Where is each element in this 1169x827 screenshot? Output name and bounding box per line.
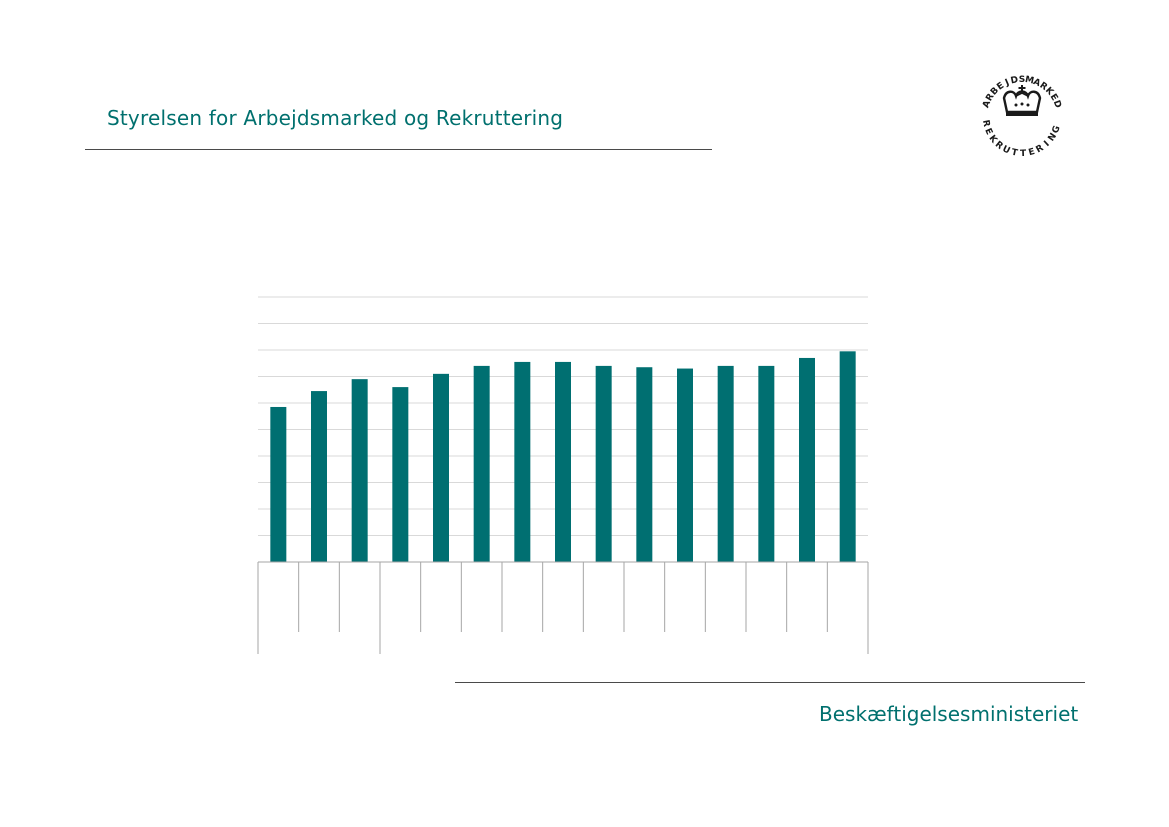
footer-ministry-name: Beskæftigelsesministeriet: [819, 702, 1079, 726]
svg-text:R: R: [980, 119, 991, 128]
footer-divider: [455, 682, 1085, 683]
header-title: Styrelsen for Arbejdsmarked og Rekrutter…: [107, 106, 564, 130]
crown-icon: [1002, 85, 1042, 116]
svg-text:I: I: [1042, 139, 1051, 149]
bar: [677, 368, 693, 562]
svg-text:A: A: [1031, 77, 1041, 89]
svg-text:S: S: [1019, 75, 1025, 85]
bar: [717, 365, 734, 562]
svg-text:A: A: [981, 99, 993, 109]
bar: [799, 357, 815, 562]
bar: [839, 351, 856, 562]
bar: [514, 361, 531, 562]
svg-text:B: B: [989, 86, 1001, 98]
svg-text:R: R: [1038, 81, 1049, 93]
chart-category-axis: [257, 561, 869, 654]
header-divider: [85, 149, 712, 150]
bar: [555, 361, 571, 562]
svg-text:T: T: [1020, 149, 1027, 159]
svg-text:U: U: [1001, 144, 1012, 156]
bar: [392, 387, 409, 562]
bar: [595, 365, 612, 562]
svg-text:M: M: [1024, 75, 1035, 87]
svg-text:E: E: [982, 127, 994, 137]
bar-chart: [257, 296, 869, 654]
svg-text:E: E: [995, 81, 1006, 93]
svg-text:R: R: [984, 92, 996, 103]
svg-text:R: R: [1035, 143, 1046, 155]
svg-text:D: D: [1051, 99, 1063, 109]
svg-text:N: N: [1047, 132, 1060, 144]
svg-text:R: R: [993, 140, 1005, 152]
chart-bars: [270, 351, 856, 562]
bar: [270, 406, 287, 562]
bar: [473, 365, 490, 562]
svg-text:G: G: [1051, 124, 1063, 134]
svg-text:J: J: [1003, 78, 1011, 89]
svg-text:E: E: [1048, 92, 1060, 102]
svg-text:D: D: [1010, 75, 1019, 86]
svg-text:T: T: [1010, 148, 1019, 159]
bar: [311, 391, 327, 562]
bar: [636, 367, 653, 562]
bar: [433, 373, 449, 562]
bar: [758, 365, 775, 562]
bar: [351, 379, 368, 562]
svg-text:E: E: [1028, 147, 1037, 158]
